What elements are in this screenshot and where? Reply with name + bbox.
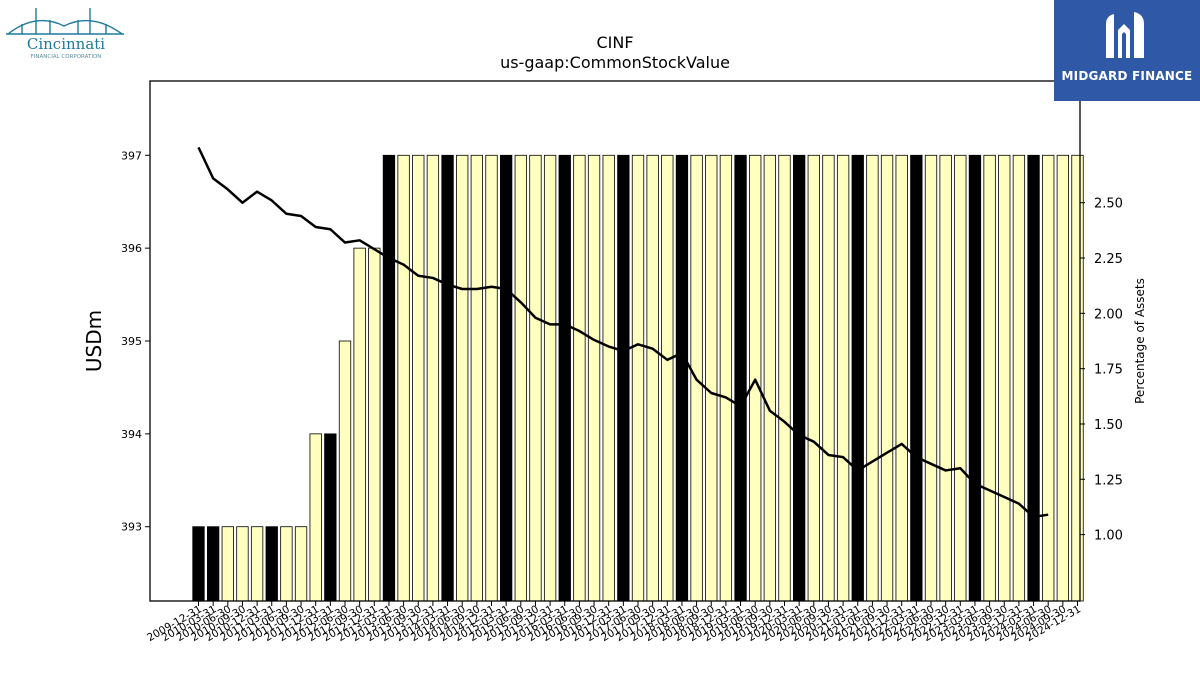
left-axis: 393 394 395 396 397 (121, 149, 150, 534)
bar (1042, 154, 1055, 602)
bar (675, 154, 689, 602)
bar (192, 526, 205, 602)
bar (807, 154, 820, 602)
bar (851, 154, 864, 602)
bar (646, 154, 659, 602)
bar (426, 154, 440, 602)
bar (866, 154, 879, 602)
y2-tick-label: 1.00 (1094, 529, 1123, 544)
bar (998, 154, 1011, 602)
bar (265, 526, 278, 602)
bar (822, 154, 835, 602)
bar (954, 154, 967, 602)
bar-series (192, 154, 1084, 602)
bar (661, 154, 674, 602)
bar (206, 526, 220, 602)
right-axis: 1.00 1.25 1.50 1.75 2.00 2.25 2.50 (1080, 197, 1123, 544)
bar (558, 154, 571, 602)
y2-tick-label: 1.75 (1094, 363, 1123, 378)
bar (617, 154, 630, 602)
y2-tick-label: 2.00 (1094, 307, 1123, 322)
y2-axis-label: Percentage of Assets (1133, 278, 1147, 404)
bar (485, 154, 498, 602)
y2-tick-label: 1.50 (1094, 418, 1123, 433)
bar (250, 526, 264, 602)
bar (543, 154, 557, 602)
y-tick-label: 394 (121, 428, 142, 441)
bar (968, 154, 982, 602)
bar (412, 154, 425, 602)
bar (793, 154, 806, 602)
bar (529, 154, 542, 602)
y2-tick-label: 2.50 (1094, 197, 1123, 212)
bar (749, 154, 762, 602)
bar (382, 154, 396, 602)
bar (734, 154, 747, 602)
bar (294, 526, 308, 602)
bar (338, 340, 352, 602)
bar (280, 526, 293, 602)
bar (456, 154, 469, 602)
bar (441, 154, 454, 602)
y-tick-label: 395 (121, 335, 142, 348)
cincinnati-logo-tagline: FINANCIAL CORPORATION (31, 54, 102, 60)
bar (470, 154, 484, 602)
bar (514, 154, 527, 602)
cincinnati-logo-name: Cincinnati (27, 35, 105, 53)
y2-tick-label: 2.25 (1094, 252, 1123, 267)
y-tick-label: 393 (121, 521, 142, 534)
bar (719, 154, 733, 602)
line-series (197, 146, 1049, 519)
line-series-path (197, 146, 1049, 519)
bar (910, 154, 923, 602)
bar (836, 154, 850, 602)
bar (1012, 154, 1026, 602)
bar (631, 154, 645, 602)
cincinnati-logo: Cincinnati FINANCIAL CORPORATION (4, 4, 128, 62)
midgard-emblem-icon (1106, 12, 1144, 58)
bar (573, 154, 586, 602)
bar (880, 154, 894, 602)
bar (983, 154, 996, 602)
bar (895, 154, 908, 602)
bar (924, 154, 938, 602)
bar (587, 154, 601, 602)
bar (353, 247, 366, 602)
bar (705, 154, 718, 602)
y2-tick-label: 1.25 (1094, 473, 1123, 488)
bar (939, 154, 952, 602)
x-axis: 2009-12-312010-03-312010-06-302010-09-30… (145, 601, 1083, 644)
bar (778, 154, 791, 602)
bar (602, 154, 615, 602)
bar (309, 433, 322, 602)
bar (324, 433, 337, 602)
bar (368, 247, 381, 602)
chart-subtitle: us-gaap:CommonStockValue (500, 53, 730, 72)
bar (763, 154, 776, 602)
midgard-logo-name: MIDGARD FINANCE (1061, 69, 1193, 83)
chart-title: CINF (596, 33, 633, 52)
midgard-finance-logo: MIDGARD FINANCE (1054, 0, 1200, 101)
bar (221, 526, 234, 602)
bar (397, 154, 410, 602)
bar (499, 154, 513, 602)
bridge-icon: Cincinnati FINANCIAL CORPORATION (6, 8, 124, 60)
bar (1056, 154, 1069, 602)
y-axis-label: USDm (82, 310, 106, 372)
y-tick-label: 396 (121, 242, 142, 255)
bar (236, 526, 249, 602)
y-tick-label: 397 (121, 149, 142, 162)
bar (1027, 154, 1040, 602)
